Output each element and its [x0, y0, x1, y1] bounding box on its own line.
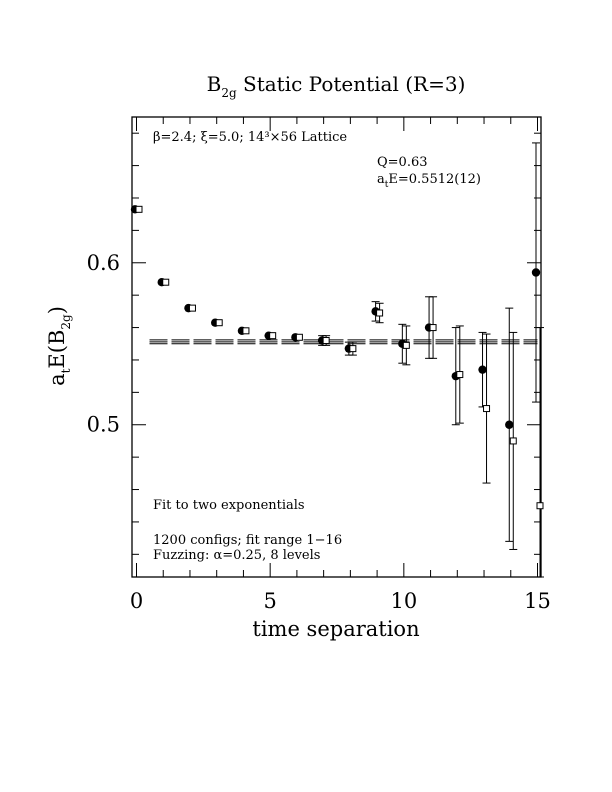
- tick-labels: 0 5 10 15 0.5 0.6: [87, 251, 551, 613]
- data-point: [135, 205, 143, 213]
- data-point: [215, 319, 223, 327]
- x-tick-label: 5: [263, 589, 276, 613]
- y-tick-label: 0.6: [87, 251, 120, 275]
- data-point: [456, 371, 464, 379]
- data-point: [295, 333, 303, 341]
- data-point: [376, 309, 384, 317]
- data-point: [509, 437, 517, 445]
- y-axis-label: atE(B2g): [45, 306, 73, 386]
- configs-annotation: 1200 configs; fit range 1−16: [153, 533, 342, 548]
- data-point: [322, 337, 330, 345]
- data-point: [429, 324, 437, 332]
- data-point: [536, 502, 544, 510]
- chart-title: B2g Static Potential (R=3): [207, 72, 466, 100]
- data-point: [188, 304, 196, 312]
- plot-frame: [131, 116, 542, 578]
- x-axis-label: time separation: [252, 617, 419, 641]
- data-point: [269, 332, 277, 340]
- data-point: [162, 278, 170, 286]
- lattice-annotation: β=2.4; ξ=5.0; 14³×56 Lattice: [153, 130, 347, 145]
- fuzzing-annotation: Fuzzing: α=0.25, 8 levels: [153, 548, 320, 563]
- x-tick-label: 0: [130, 589, 143, 613]
- x-tick-label: 15: [524, 589, 551, 613]
- data-marks: [130, 142, 544, 578]
- data-point: [349, 345, 357, 353]
- y-tick-label: 0.5: [87, 413, 120, 437]
- data-point: [505, 420, 514, 429]
- data-point: [478, 365, 487, 374]
- energy-annotation: atE=0.5512(12): [377, 172, 481, 190]
- x-tick-label: 10: [390, 589, 417, 613]
- axis-ticks: [132, 117, 541, 577]
- q-annotation: Q=0.63: [377, 155, 428, 170]
- fit-annotation: Fit to two exponentials: [153, 498, 305, 513]
- data-point: [531, 268, 541, 277]
- data-point: [242, 327, 250, 335]
- data-point: [483, 405, 491, 413]
- fit-band: [149, 339, 538, 345]
- data-point: [402, 341, 410, 349]
